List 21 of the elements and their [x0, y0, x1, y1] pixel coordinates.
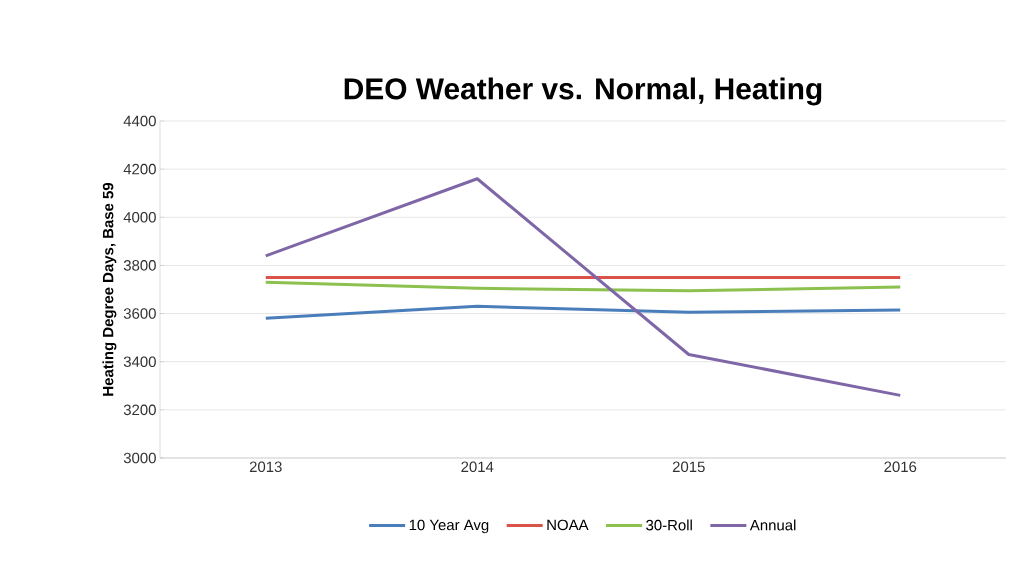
y-tick-label: 3400	[123, 356, 156, 367]
line-series	[264, 304, 902, 320]
legend-label: 10 Year Avg	[409, 519, 489, 534]
chart-title: DEO Weather vs. Normal, Heating	[344, 77, 822, 106]
y-tick-label: 3800	[123, 260, 156, 271]
y-axis-title: Heating Degree Days, Base 59	[102, 182, 117, 396]
y-tick-label: 3200	[123, 404, 156, 416]
legend-label: NOAA	[547, 519, 589, 531]
y-tick-label: 4000	[123, 211, 156, 223]
x-tick-label: 2016	[884, 461, 917, 473]
x-tick-label: 2015	[672, 461, 705, 473]
x-tick-label: 2014	[461, 461, 494, 473]
line-series	[264, 177, 902, 397]
y-tick-label: 4200	[123, 163, 156, 175]
y-tick-label: 3000	[123, 452, 156, 464]
legend-label: Annual	[749, 519, 796, 531]
y-tick-label: 3600	[123, 308, 156, 319]
y-tick-label: 4400	[123, 115, 156, 127]
x-tick-label: 2013	[249, 461, 282, 473]
line-series	[264, 280, 902, 293]
legend-label: 30-Roll	[646, 519, 692, 531]
